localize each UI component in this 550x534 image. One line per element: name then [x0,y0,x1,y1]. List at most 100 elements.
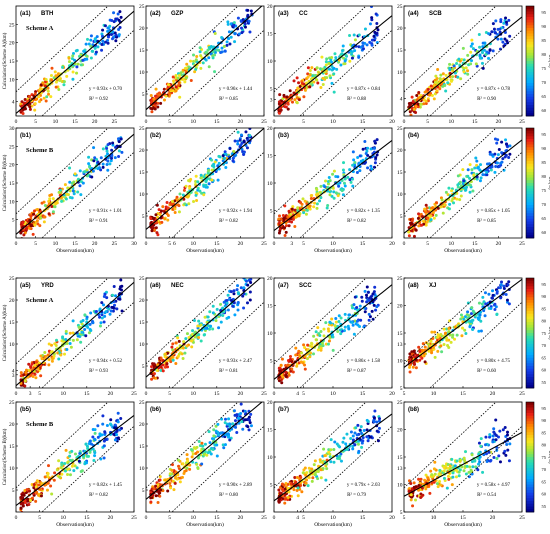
data-point [108,162,112,166]
data-point [81,454,85,458]
data-point [466,310,470,314]
data-point [70,57,74,61]
panel-label: (a8) [408,283,419,289]
data-point [504,20,508,24]
data-point [291,370,295,374]
data-point [240,420,244,424]
data-point [150,365,154,369]
data-point [101,34,104,38]
data-point [313,74,317,78]
data-point [369,147,373,151]
data-point [424,102,428,106]
data-point [409,222,413,226]
data-point [479,329,483,333]
data-point [429,469,433,473]
data-point [313,201,317,205]
data-point [168,472,172,476]
colorbar-segment [526,61,534,65]
data-point [47,464,50,468]
colorbar-segment [526,495,534,499]
data-point [316,470,320,474]
data-point [462,70,466,74]
data-point [61,65,65,69]
data-point [362,429,366,433]
data-point [308,355,312,359]
panel-a7 [273,277,393,389]
data-point [53,70,57,74]
y-tick-label: 15 [9,444,15,450]
data-point [155,231,159,235]
data-point [183,351,187,355]
data-point [233,313,237,317]
data-point [232,23,236,27]
data-point [478,45,482,49]
colorbar-segment [526,324,534,328]
data-point [356,308,360,312]
data-point [433,355,437,359]
data-point [440,198,444,202]
data-point [229,35,233,39]
x-tick-label: 10 [190,241,196,247]
data-point [351,177,355,181]
data-point [342,161,346,165]
colorbar-segment [526,196,534,200]
y-tick-label: 5 [142,488,145,494]
data-point [470,460,474,464]
data-point [21,504,25,508]
data-point [64,338,68,342]
data-point [93,437,97,441]
data-point [73,452,77,456]
colorbar-segment [526,289,534,293]
data-point [462,317,466,321]
colorbar-segment [526,435,534,439]
data-point [338,457,342,461]
colorbar-segment [526,322,534,326]
data-point [174,85,178,89]
data-point [332,460,336,464]
data-point [91,169,95,173]
x-tick-label: 25 [131,515,137,521]
data-point [98,324,102,328]
y-tick-label: 25 [139,4,145,10]
data-point [330,65,334,69]
colorbar-segment [526,229,534,233]
panel-b8 [403,401,535,513]
data-point [19,371,23,375]
x-tick-label: 20 [238,241,244,247]
data-point [361,41,365,45]
data-point [155,203,159,207]
x-tick-label: 5 [302,515,305,521]
data-point [93,46,97,50]
panel-b4 [403,127,535,239]
data-point [84,334,88,338]
data-point [60,463,64,467]
data-point [412,481,416,485]
data-point [325,57,329,61]
region-label: SCB [429,11,442,17]
y-tick-label: 5 [400,510,403,516]
data-point [106,168,110,172]
data-point [95,35,99,39]
data-point [359,318,363,322]
data-point [227,315,231,319]
x-tick-label: 0 [145,515,148,521]
data-point [225,422,229,426]
data-point [98,315,102,319]
colorbar-tick-label: 85 [542,430,547,435]
y-tick-label: 20 [397,428,403,434]
data-point [503,449,507,453]
data-point [192,199,196,203]
colorbar-segment [526,402,534,406]
data-point [505,39,509,43]
data-point [103,24,107,28]
data-point [59,466,63,470]
data-point [489,307,493,311]
x-tick-label: 5 [34,119,37,125]
data-point [505,142,509,146]
data-point [308,85,312,89]
x-tick-label: 5 [426,241,429,247]
colorbar-segment [526,216,534,220]
data-point [466,174,470,178]
data-point [446,474,450,478]
data-point [424,487,428,491]
